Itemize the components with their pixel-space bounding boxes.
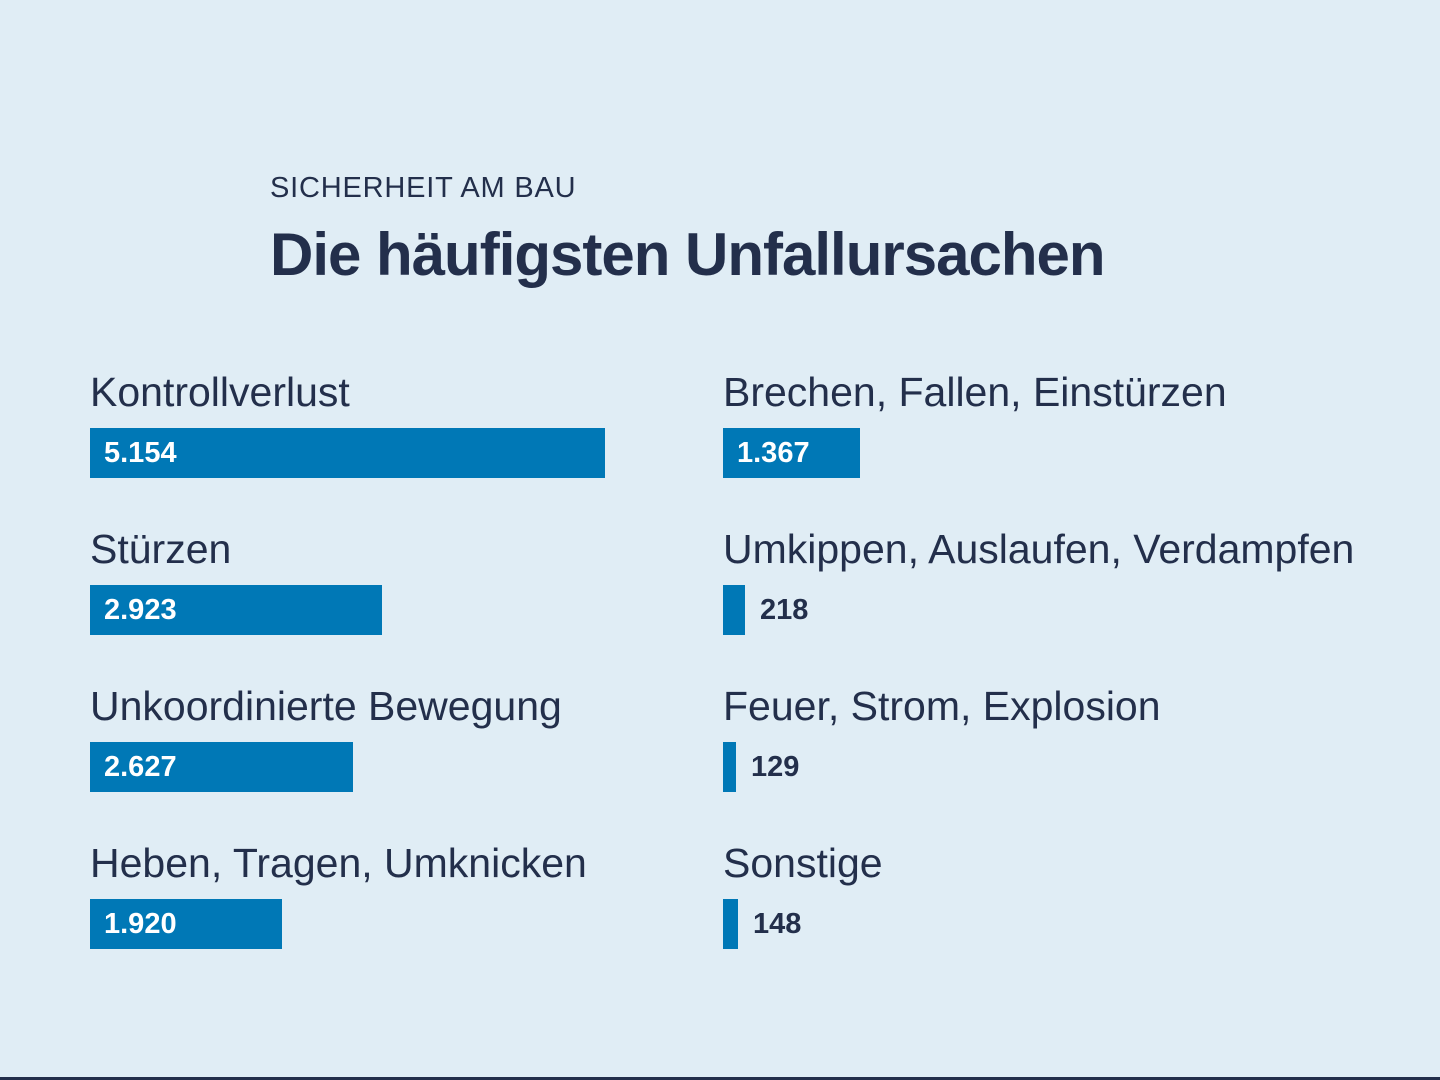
bar-chart: Kontrollverlust 5.154 Stürzen 2.923 Unko… [90,370,1440,998]
bar-track: 5.154 [90,428,723,478]
bar-track: 2.923 [90,585,723,635]
bar-value: 129 [751,750,800,783]
bottom-accent-line [0,1077,1440,1080]
bar-track: 148 [723,899,1440,949]
bar-value: 148 [753,907,802,940]
category-label: Unkoordinierte Bewegung [90,683,562,729]
bar-value: 218 [760,593,809,626]
bar-value: 1.920 [104,907,177,940]
bar-group-kontrollverlust: Kontrollverlust 5.154 [90,370,723,478]
bar-value: 2.923 [104,593,177,626]
category-label: Brechen, Fallen, Einstürzen [723,369,1227,415]
category-label: Heben, Tragen, Umknicken [90,840,587,886]
category-label: Stürzen [90,526,232,572]
category-label: Kontrollverlust [90,369,350,415]
bar: 1.367 [723,428,860,478]
bar-group-stuerzen: Stürzen 2.923 [90,527,723,635]
bar: 1.920 [90,899,282,949]
chart-column-left: Kontrollverlust 5.154 Stürzen 2.923 Unko… [90,370,723,998]
bar: 218 [723,585,808,635]
bar: 2.627 [90,742,353,792]
bar-value: 2.627 [104,750,177,783]
bar-group-feuer-strom-explosion: Feuer, Strom, Explosion 129 [723,684,1440,792]
chart-column-right: Brechen, Fallen, Einstürzen 1.367 Umkipp… [723,370,1440,998]
bar: 2.923 [90,585,382,635]
chart-kicker: SICHERHEIT AM BAU [270,172,577,204]
category-label: Sonstige [723,840,883,886]
bar-value: 1.367 [737,436,810,469]
bar-track: 1.920 [90,899,723,949]
bar: 5.154 [90,428,605,478]
bar-track: 1.367 [723,428,1440,478]
bar-group-brechen-fallen-einstuerzen: Brechen, Fallen, Einstürzen 1.367 [723,370,1440,478]
bar-group-unkoordinierte-bewegung: Unkoordinierte Bewegung 2.627 [90,684,723,792]
category-label: Umkippen, Auslaufen, Verdampfen [723,526,1355,572]
bar-value: 5.154 [104,436,177,469]
bar: 148 [723,899,801,949]
bar: 129 [723,742,799,792]
bar-track: 218 [723,585,1440,635]
category-label: Feuer, Strom, Explosion [723,683,1161,729]
chart-title: Die häufigsten Unfallursachen [270,221,1105,288]
bar-track: 129 [723,742,1440,792]
bar-group-sonstige: Sonstige 148 [723,841,1440,949]
bar-track: 2.627 [90,742,723,792]
bar-group-heben-tragen-umknicken: Heben, Tragen, Umknicken 1.920 [90,841,723,949]
chart-header: SICHERHEIT AM BAU Die häufigsten Unfallu… [270,170,1105,288]
bar-group-umkippen-auslaufen-verdampfen: Umkippen, Auslaufen, Verdampfen 218 [723,527,1440,635]
